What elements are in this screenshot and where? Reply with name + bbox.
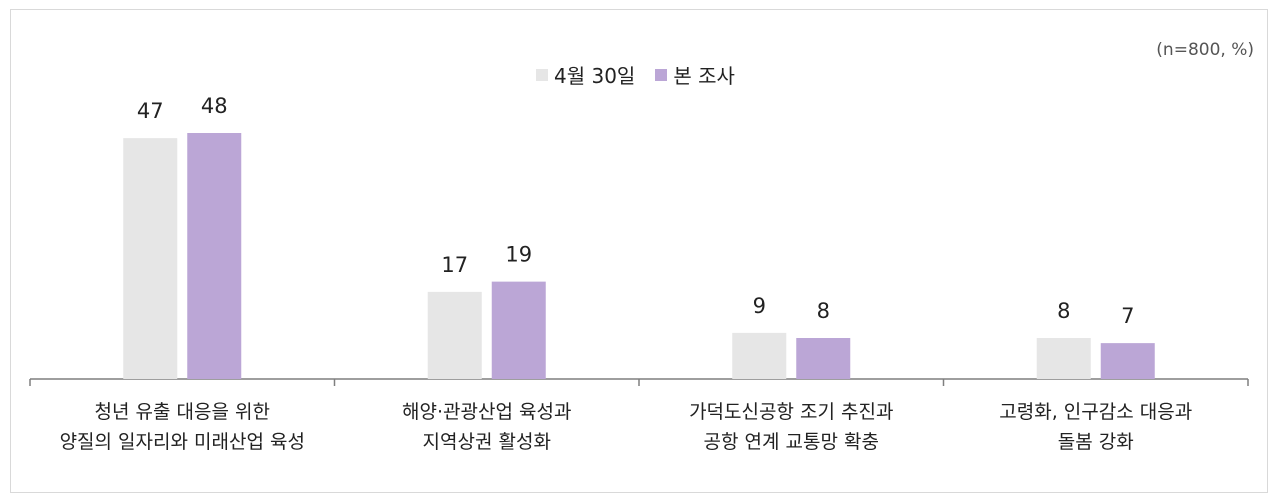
data-label-series-2-cat-2: 19 [505, 243, 532, 267]
legend-swatch-series-2 [655, 68, 668, 81]
legend-label-series-1: 4월 30일 [554, 64, 636, 88]
data-label-series-2-cat-1: 48 [201, 94, 228, 118]
bar-series-2-cat-3 [796, 338, 851, 379]
legend-label-series-2: 본 조사 [673, 64, 735, 88]
category-label-line: 지역상권 활성화 [422, 431, 551, 453]
category-label-line: 고령화, 인구감소 대응과 [999, 401, 1193, 423]
category-label-line: 청년 유출 대응을 위한 [94, 401, 270, 423]
category-label-line: 해양·관광산업 육성과 [402, 401, 572, 423]
legend-item-series-2: 본 조사 [655, 60, 735, 89]
category-label-line: 공항 연계 교통망 확충 [703, 431, 879, 453]
bar-series-1-cat-3 [732, 332, 787, 379]
bar-series-1-cat-1 [123, 138, 178, 379]
data-label-series-2-cat-4: 7 [1121, 304, 1134, 328]
category-label-line: 돌봄 강화 [1057, 431, 1134, 453]
bar-series-2-cat-1 [187, 133, 242, 379]
legend-swatch-series-1 [536, 68, 548, 81]
data-label-series-1-cat-4: 8 [1057, 299, 1070, 323]
category-label-line: 가덕도신공항 조기 추진과 [689, 401, 894, 423]
data-label-series-1-cat-2: 17 [441, 253, 468, 277]
sample-note: (n=800, %) [1156, 40, 1254, 60]
bar-series-2-cat-4 [1100, 343, 1155, 379]
data-label-series-1-cat-1: 47 [137, 99, 164, 123]
data-label-series-1-cat-3: 9 [753, 294, 766, 318]
bar-series-2-cat-2 [491, 281, 546, 379]
legend-item-series-1: 4월 30일 [536, 60, 635, 89]
bar-series-1-cat-2 [427, 291, 482, 379]
category-label-line: 양질의 일자리와 미래산업 육성 [59, 431, 305, 453]
legend: 4월 30일 본 조사 [536, 60, 735, 89]
bar-series-1-cat-4 [1036, 338, 1091, 379]
data-label-series-2-cat-3: 8 [817, 299, 830, 323]
